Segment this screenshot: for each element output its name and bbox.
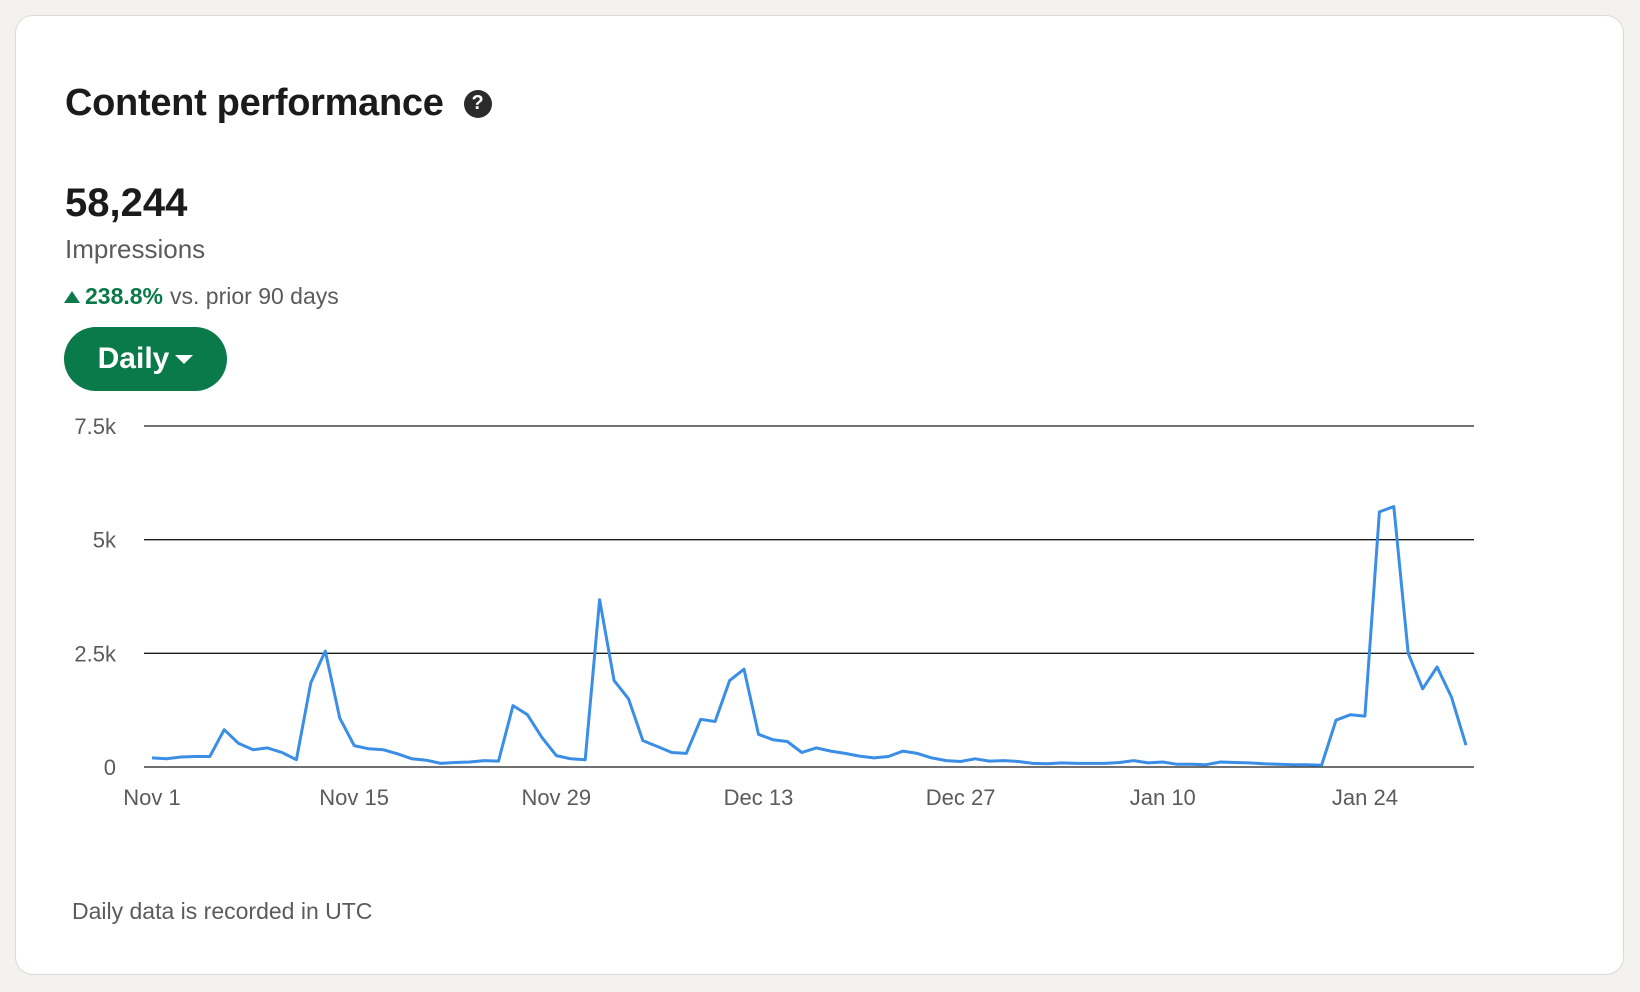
impressions-series-line — [151, 505, 1468, 767]
impressions-label: Impressions — [65, 234, 206, 264]
up-arrow-icon — [64, 290, 80, 303]
period-dropdown-button[interactable]: Daily — [64, 327, 227, 391]
impressions-total: 58,244 — [65, 181, 188, 225]
change-row: 238.8% vs. prior 90 days — [64, 283, 339, 310]
x-tick-label: Dec 27 — [926, 785, 996, 810]
impressions-line-chart: 0 2.5k 5k 7.5k Nov 1 Nov 15 Nov 29 Dec 13 Dec 27… — [74, 414, 1474, 810]
x-tick-label: Nov 29 — [521, 785, 591, 810]
y-tick-label: 5k — [93, 528, 117, 553]
title-row: Content performance ? — [65, 82, 492, 125]
x-tick-label: Jan 10 — [1130, 785, 1196, 810]
y-tick-label: 0 — [104, 755, 116, 780]
x-tick-label: Jan 24 — [1332, 785, 1398, 810]
change-percentage: 238.8% — [85, 283, 164, 309]
x-tick-label: Nov 1 — [123, 785, 180, 810]
utc-footnote: Daily data is recorded in UTC — [72, 898, 373, 924]
x-tick-label: Dec 13 — [724, 785, 794, 810]
period-dropdown-label: Daily — [97, 342, 170, 375]
y-tick-label: 2.5k — [74, 641, 117, 666]
y-tick-label: 7.5k — [74, 414, 117, 439]
x-tick-label: Nov 15 — [319, 785, 389, 810]
change-comparison-text: vs. prior 90 days — [170, 283, 339, 309]
help-icon[interactable]: ? — [463, 89, 492, 118]
content-performance-card: Content performance ? 58,244 Impressions… — [15, 15, 1624, 975]
chevron-down-icon — [175, 354, 194, 364]
card-title: Content performance — [65, 82, 444, 124]
